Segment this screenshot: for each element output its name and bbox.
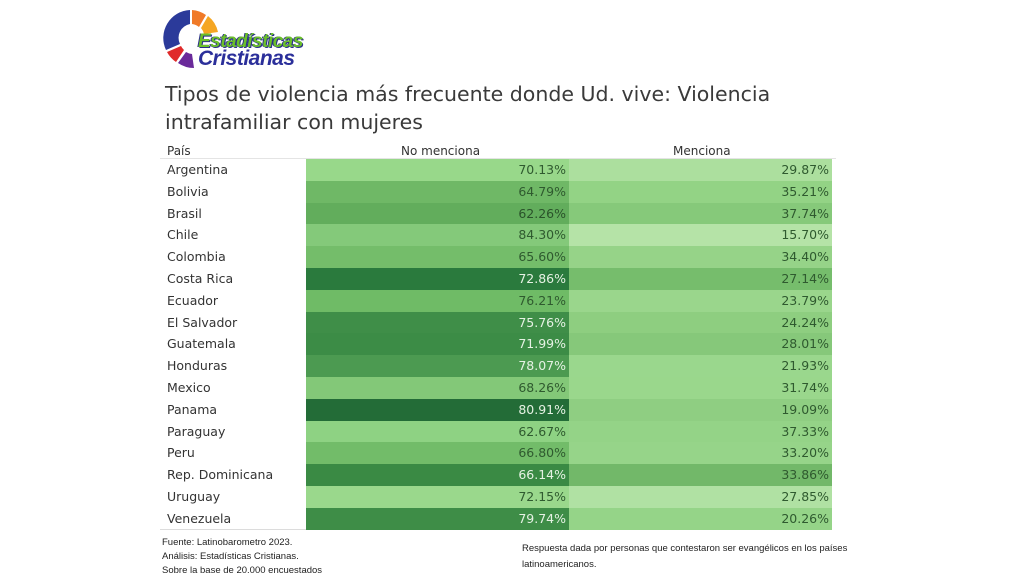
country-label: Chile <box>167 227 199 243</box>
logo-text-line1: Estadísticas <box>198 31 303 52</box>
cell-menciona: 28.01% <box>569 333 832 356</box>
country-label: Venezuela <box>167 510 232 526</box>
table-row: Chile 84.30% 15.70% <box>160 224 836 247</box>
cell-no-menciona: 78.07% <box>306 355 569 377</box>
table-row: Guatemala 71.99% 28.01% <box>160 333 836 356</box>
table-row: Costa Rica 72.86% 27.14% <box>160 267 836 290</box>
header-divider <box>160 158 836 159</box>
country-label: Ecuador <box>167 292 219 308</box>
table-bottom-divider <box>160 529 306 530</box>
table-row: Ecuador 76.21% 23.79% <box>160 289 836 312</box>
footer-note: Respuesta dada por personas que contesta… <box>522 543 848 570</box>
cell-menciona: 23.79% <box>569 289 832 312</box>
cell-menciona: 37.33% <box>569 420 832 443</box>
table-row: Venezuela 79.74% 20.26% <box>160 507 836 530</box>
cell-no-menciona: 64.79% <box>306 180 569 203</box>
table-row: Colombia 65.60% 34.40% <box>160 246 836 268</box>
cell-no-menciona: 72.15% <box>306 485 569 508</box>
cell-no-menciona: 79.74% <box>306 507 569 530</box>
footer-source-line: Fuente: Latinobarometro 2023. <box>162 537 293 548</box>
cell-menciona: 33.20% <box>569 442 832 465</box>
cell-no-menciona: 62.67% <box>306 420 569 443</box>
country-label: Colombia <box>167 249 226 265</box>
country-label: Costa Rica <box>167 270 234 286</box>
country-label: Paraguay <box>167 423 226 439</box>
cell-menciona: 35.21% <box>569 180 832 203</box>
table-row: Honduras 78.07% 21.93% <box>160 355 836 377</box>
cell-no-menciona: 84.30% <box>306 224 569 247</box>
country-label: Mexico <box>167 379 211 395</box>
country-label: Rep. Dominicana <box>167 467 274 483</box>
cell-menciona: 20.26% <box>569 507 832 530</box>
table-row: Uruguay 72.15% 27.85% <box>160 485 836 508</box>
logo-segment-red <box>167 46 184 62</box>
cell-no-menciona: 65.60% <box>306 246 569 268</box>
cell-no-menciona: 76.21% <box>306 289 569 312</box>
chart-title: Tipos de violencia más frecuente donde U… <box>165 82 771 134</box>
country-label: Uruguay <box>167 488 221 504</box>
logo-segment-orange <box>192 10 206 27</box>
table-row: El Salvador 75.76% 24.24% <box>160 311 836 334</box>
logo-text-line2: Cristianas <box>198 47 295 70</box>
cell-menciona: 31.74% <box>569 376 832 399</box>
cell-menciona: 37.74% <box>569 202 832 225</box>
cell-menciona: 27.14% <box>569 267 832 290</box>
country-label: Peru <box>167 445 195 461</box>
table-row: Argentina 70.13% 29.87% <box>160 159 836 181</box>
cell-menciona: 33.86% <box>569 464 832 486</box>
table-row: Brasil 62.26% 37.74% <box>160 202 836 225</box>
cell-menciona: 15.70% <box>569 224 832 247</box>
cell-menciona: 27.85% <box>569 485 832 508</box>
country-label: Panama <box>167 401 218 417</box>
cell-menciona: 34.40% <box>569 246 832 268</box>
logo-ring-icon <box>163 10 218 69</box>
cell-no-menciona: 66.80% <box>306 442 569 465</box>
column-header-no-menciona: No menciona <box>401 144 481 158</box>
country-label: El Salvador <box>167 314 238 330</box>
table-body: Argentina 70.13% 29.87% Bolivia 64.79% 35.21%… <box>160 159 836 530</box>
table-row: Paraguay 62.67% 37.33% <box>160 420 836 443</box>
column-header-country: País <box>167 144 191 158</box>
cell-no-menciona: 68.26% <box>306 376 569 399</box>
cell-menciona: 29.87% <box>569 159 832 181</box>
cell-no-menciona: 66.14% <box>306 464 569 486</box>
logo-segment-blue <box>163 10 190 50</box>
cell-menciona: 19.09% <box>569 398 832 421</box>
cell-no-menciona: 72.86% <box>306 267 569 290</box>
cell-menciona: 24.24% <box>569 311 832 334</box>
table-row: Panama 80.91% 19.09% <box>160 398 836 421</box>
cell-menciona: 21.93% <box>569 355 832 377</box>
country-label: Bolivia <box>167 183 209 199</box>
table-row: Rep. Dominicana 66.14% 33.86% <box>160 464 836 486</box>
country-label: Argentina <box>167 162 228 177</box>
cell-no-menciona: 80.91% <box>306 398 569 421</box>
country-label: Honduras <box>167 358 228 374</box>
logo-segment-yellow <box>201 16 218 34</box>
table-row: Mexico 68.26% 31.74% <box>160 376 836 399</box>
cell-no-menciona: 62.26% <box>306 202 569 225</box>
cell-no-menciona: 71.99% <box>306 333 569 356</box>
cell-no-menciona: 75.76% <box>306 311 569 334</box>
table-row: Bolivia 64.79% 35.21% <box>160 180 836 203</box>
footer-source: Fuente: Latinobarometro 2023. Análisis: … <box>162 536 322 578</box>
country-label: Brasil <box>167 205 202 221</box>
country-label: Guatemala <box>167 336 236 352</box>
footer-analysis-line: Análisis: Estadísticas Cristianas. <box>162 551 299 562</box>
table-row: Peru 66.80% 33.20% <box>160 442 836 465</box>
logo-segment-purple <box>178 52 194 69</box>
column-header-menciona: Menciona <box>673 144 731 158</box>
footer-base-line: Sobre la base de 20.000 encuestados <box>162 565 323 576</box>
logo: Estadísticas Cristianas <box>160 6 350 70</box>
cell-no-menciona: 70.13% <box>306 159 569 181</box>
